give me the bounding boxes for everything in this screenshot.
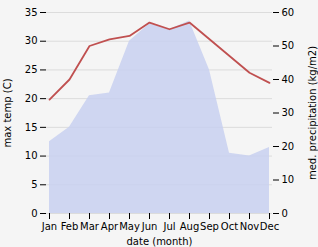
svg-text:Sep: Sep — [200, 221, 219, 232]
svg-text:50: 50 — [282, 40, 295, 51]
svg-text:Nov: Nov — [240, 221, 260, 232]
svg-text:5: 5 — [31, 179, 37, 190]
svg-text:25: 25 — [25, 64, 38, 75]
svg-text:10: 10 — [25, 150, 38, 161]
svg-text:Oct: Oct — [221, 221, 238, 232]
svg-text:0: 0 — [31, 208, 37, 219]
svg-text:max temp (C): max temp (C) — [2, 78, 13, 147]
svg-text:Feb: Feb — [61, 221, 79, 232]
svg-text:Jun: Jun — [141, 221, 158, 232]
svg-text:Apr: Apr — [101, 221, 119, 232]
svg-text:40: 40 — [282, 74, 295, 85]
svg-text:date (month): date (month) — [127, 236, 193, 247]
svg-text:0: 0 — [282, 208, 288, 219]
svg-text:Aug: Aug — [180, 221, 200, 232]
svg-text:20: 20 — [25, 93, 38, 104]
svg-text:Mar: Mar — [80, 221, 100, 232]
svg-text:med. precipitation (kg/m2): med. precipitation (kg/m2) — [307, 46, 318, 180]
svg-text:May: May — [119, 221, 140, 232]
svg-text:20: 20 — [282, 141, 295, 152]
svg-text:Dec: Dec — [260, 221, 279, 232]
svg-text:Jan: Jan — [41, 221, 57, 232]
svg-text:60: 60 — [282, 7, 295, 18]
svg-text:30: 30 — [25, 35, 38, 46]
svg-text:Jul: Jul — [162, 221, 175, 232]
svg-text:30: 30 — [282, 107, 295, 118]
svg-text:10: 10 — [282, 174, 295, 185]
svg-text:15: 15 — [25, 122, 38, 133]
svg-text:35: 35 — [25, 7, 38, 18]
